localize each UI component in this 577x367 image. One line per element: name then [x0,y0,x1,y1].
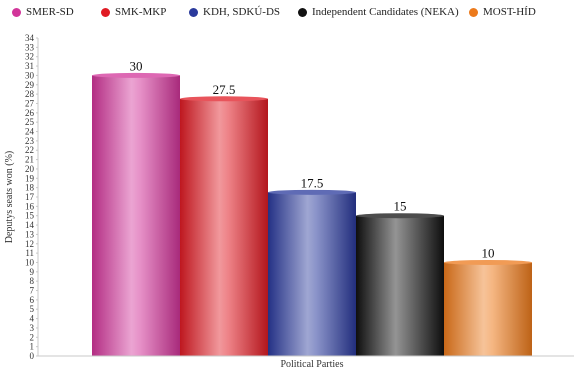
y-tick-label: 16 [25,201,35,211]
legend-swatch [189,7,198,17]
bar-most-h-d [444,262,532,356]
bars: 30 27.5 17.5 15 10 [92,58,532,356]
y-tick-label: 23 [25,136,35,146]
y-tick-label: 9 [30,267,35,277]
legend-item-kdh-sdku-ds: KDH, SDKÚ-DS [189,6,280,18]
y-tick-label: 31 [25,61,34,71]
y-tick-label: 11 [25,248,34,258]
y-tick-label: 8 [30,276,35,286]
bar-top-cap [268,189,356,195]
y-tick-label: 32 [25,52,34,62]
y-tick-label: 3 [30,323,35,333]
y-tick-label: 26 [25,108,35,118]
y-tick-label: 22 [25,145,34,155]
y-tick-label: 5 [30,304,35,314]
y-tick-label: 27 [25,98,35,108]
legend-label: SMK-MKP [115,6,167,18]
legend-item-smer-sd: SMER-SD [12,6,74,18]
y-tick-label: 25 [25,117,35,127]
y-tick-label: 34 [25,33,35,43]
y-tick-label: 12 [25,239,34,249]
y-tick-label: 20 [25,164,35,174]
legend-item-smk-mkp: SMK-MKP [101,6,166,18]
y-tick-label: 30 [25,70,35,80]
legend-swatch [12,7,21,17]
y-tick-label: 28 [25,89,35,99]
bar-value-label: 15 [394,199,407,214]
legend-swatch [469,7,478,17]
y-tick-label: 14 [25,220,35,230]
legend-label: MOST-HÍD [483,6,536,18]
y-tick-label: 1 [30,342,35,352]
y-tick-label: 10 [25,257,35,267]
bar-value-label: 27.5 [213,82,236,97]
bar-value-label: 17.5 [301,175,324,190]
bar-top-cap [92,72,180,78]
bar-independent-candidates-neka [356,215,444,356]
y-tick-label: 2 [30,332,35,342]
bar-top-cap [180,96,268,102]
legend-label: Independent Candidates (NEKA) [312,6,459,18]
bar-top-cap [356,213,444,219]
bar-kdh-sdk-ds [268,192,356,356]
legend-item-independent-candidates: Independent Candidates (NEKA) [298,6,459,18]
y-tick-label: 7 [30,286,35,296]
y-tick-label: 17 [25,192,35,202]
legend-label: SMER-SD [26,6,74,18]
legend-swatch [298,7,307,17]
legend-item-most-hid: MOST-HÍD [469,6,536,18]
bar-top-cap [444,259,532,265]
y-axis-label: Deputys seats won (%) [4,151,15,243]
y-tick-label: 29 [25,80,35,90]
y-axis-ticks: 0123456789101112131415161718192021222324… [25,33,38,361]
bar-value-label: 10 [482,245,495,260]
bar-smk-mkp [180,98,268,356]
bar-value-label: 30 [130,58,143,73]
y-tick-label: 15 [25,211,35,221]
bar-smer-sd [92,75,180,356]
y-tick-label: 33 [25,42,35,52]
y-tick-label: 24 [25,127,35,137]
y-tick-label: 0 [30,351,35,361]
y-tick-label: 18 [25,183,35,193]
y-tick-label: 4 [30,314,35,324]
y-tick-label: 21 [25,155,34,165]
legend: SMER-SD SMK-MKP KDH, SDKÚ-DS Independent… [0,0,577,24]
legend-swatch [101,7,110,17]
y-tick-label: 13 [25,229,35,239]
legend-label: KDH, SDKÚ-DS [203,6,281,18]
x-axis-label: Political Parties [280,359,343,367]
y-tick-label: 6 [30,295,35,305]
y-tick-label: 19 [25,173,35,183]
